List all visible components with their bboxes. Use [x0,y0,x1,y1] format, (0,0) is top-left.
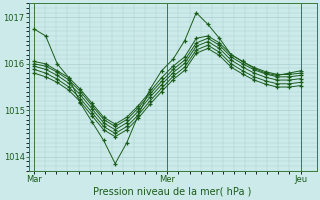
X-axis label: Pression niveau de la mer( hPa ): Pression niveau de la mer( hPa ) [93,187,252,197]
